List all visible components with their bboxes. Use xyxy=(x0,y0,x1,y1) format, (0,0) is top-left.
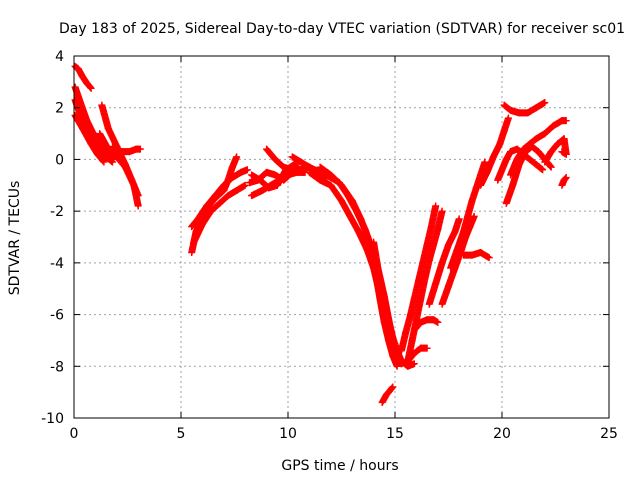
y-tick-label: -2 xyxy=(50,204,64,220)
data-point xyxy=(470,212,478,220)
data-point xyxy=(389,383,397,391)
y-tick-label: 0 xyxy=(55,152,64,168)
series-t23 xyxy=(425,215,463,308)
data-point xyxy=(562,174,570,182)
data-point xyxy=(485,254,493,262)
data-point xyxy=(438,207,446,215)
x-tick-label: 20 xyxy=(493,426,511,442)
series-t10 xyxy=(190,181,249,246)
x-tick-label: 5 xyxy=(177,426,186,442)
data-point xyxy=(504,114,512,122)
data-point xyxy=(432,202,440,210)
y-tick-label: 4 xyxy=(55,49,64,65)
series-t20 xyxy=(397,202,440,355)
series-t9 xyxy=(188,166,251,231)
series-t7 xyxy=(109,143,144,156)
data-point xyxy=(134,202,142,210)
data-point xyxy=(434,318,442,326)
data-point xyxy=(87,84,95,92)
y-tick-label: -4 xyxy=(50,256,64,272)
series-t22 xyxy=(410,316,442,334)
chart-title: Day 183 of 2025, Sidereal Day-to-day VTE… xyxy=(59,21,625,37)
series-t6 xyxy=(96,130,142,210)
x-axis-label: GPS time / hours xyxy=(281,458,398,474)
data-point xyxy=(241,181,249,189)
series-t15 xyxy=(288,153,418,370)
data-point xyxy=(410,360,418,368)
data-point xyxy=(86,83,94,91)
data-point xyxy=(539,166,547,174)
series-t21 xyxy=(404,207,446,365)
data-point xyxy=(109,158,117,166)
y-tick-label: -6 xyxy=(50,308,64,324)
series-t4 xyxy=(71,111,108,166)
series-t29 xyxy=(500,99,549,117)
data-point xyxy=(547,162,555,170)
data-point xyxy=(547,163,555,171)
data-point xyxy=(299,168,307,176)
series-t14 xyxy=(263,145,296,174)
data-point xyxy=(423,344,431,352)
series-t17 xyxy=(316,163,401,370)
axis-ticks: 0 5 10 15 20 25 -10 -8 -6 -4 -2 0 2 4 xyxy=(41,49,618,442)
data-point xyxy=(558,148,566,156)
data-point xyxy=(233,153,241,161)
data-point xyxy=(388,384,396,392)
data-point xyxy=(298,168,306,176)
data-point xyxy=(481,158,489,166)
series-t26 xyxy=(459,249,493,262)
data-point xyxy=(561,174,569,182)
series-t1 xyxy=(71,62,95,92)
data-point xyxy=(562,117,570,125)
series-t18 xyxy=(370,238,431,368)
data-point xyxy=(541,99,549,107)
data-point xyxy=(100,158,108,166)
x-tick-label: 25 xyxy=(600,426,618,442)
series-t25 xyxy=(447,158,489,272)
data-point xyxy=(99,157,107,165)
data-points xyxy=(71,62,570,406)
x-tick-label: 0 xyxy=(70,426,79,442)
series-t33 xyxy=(558,174,570,189)
data-point xyxy=(243,166,251,174)
data-point xyxy=(288,166,296,174)
y-tick-label: -10 xyxy=(41,411,64,427)
series-t32 xyxy=(541,135,570,166)
y-tick-label: 2 xyxy=(55,101,64,117)
y-axis-label: SDTVAR / TECUs xyxy=(7,181,23,296)
data-point xyxy=(455,215,463,223)
data-point xyxy=(297,167,305,175)
series-t19 xyxy=(378,383,397,406)
y-tick-label: -8 xyxy=(50,359,64,375)
x-tick-label: 15 xyxy=(386,426,404,442)
x-tick-label: 10 xyxy=(279,426,297,442)
data-point xyxy=(136,145,144,153)
series-t27 xyxy=(477,114,512,189)
plot-frame xyxy=(73,55,610,419)
data-point xyxy=(393,362,401,370)
series-t3 xyxy=(71,96,117,166)
